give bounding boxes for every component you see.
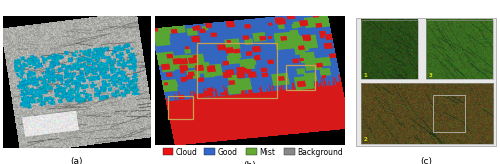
Bar [168,96,193,119]
Text: (c): (c) [420,157,432,164]
Bar [246,148,256,155]
Text: Good: Good [218,148,238,157]
Text: Cloud: Cloud [176,148,198,157]
Bar [162,148,173,155]
Text: Background: Background [298,148,343,157]
Bar [286,65,314,90]
Bar [197,43,276,98]
Bar [360,83,493,144]
Text: 2: 2 [364,137,368,142]
Text: 3: 3 [429,73,433,78]
Bar [434,95,464,132]
Bar [284,148,294,155]
Bar [204,148,215,155]
Text: Mist: Mist [260,148,276,157]
Bar [360,20,418,79]
Bar [426,20,493,79]
Text: 1: 1 [364,73,368,78]
Text: (a): (a) [70,157,82,164]
Text: (b): (b) [244,161,256,164]
